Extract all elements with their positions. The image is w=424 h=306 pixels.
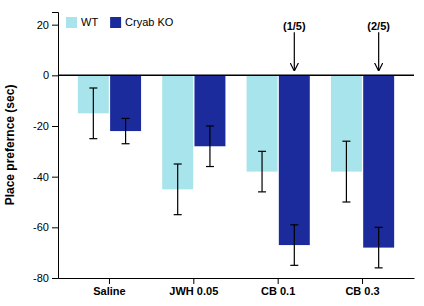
error-bar bbox=[174, 164, 182, 215]
error-bars bbox=[122, 118, 383, 267]
error-bar bbox=[122, 118, 130, 143]
bar-baseline bbox=[58, 75, 414, 77]
error-bars bbox=[89, 88, 350, 215]
y-axis-line bbox=[52, 13, 59, 279]
legend-swatch bbox=[66, 17, 77, 28]
series bbox=[110, 75, 394, 247]
y-tick: 0 bbox=[43, 69, 58, 81]
x-tick-label: Saline bbox=[93, 285, 125, 297]
error-bar-cap bbox=[290, 224, 298, 225]
y-tick-label: -60 bbox=[33, 221, 49, 233]
y-tick: 20 bbox=[37, 19, 58, 31]
error-bar-cap bbox=[122, 118, 130, 119]
error-bar-cap bbox=[375, 227, 383, 228]
y-tick: -20 bbox=[33, 120, 58, 132]
y-tick: -80 bbox=[33, 272, 58, 284]
x-axis: Saline JWH 0.05 CB 0.1 CB 0.3 bbox=[59, 278, 415, 297]
y-axis-title: Place prefernce (sec) bbox=[3, 85, 17, 206]
error-bar bbox=[342, 141, 350, 202]
legend-swatch bbox=[110, 17, 121, 28]
annotation-arrow bbox=[294, 32, 295, 70]
bar bbox=[363, 75, 394, 247]
error-bar-cap bbox=[89, 87, 97, 88]
error-bar-cap bbox=[206, 166, 214, 167]
error-bar bbox=[290, 225, 298, 266]
bar bbox=[279, 75, 310, 245]
error-bar-stem bbox=[93, 88, 94, 139]
error-bar-stem bbox=[209, 126, 210, 167]
x-tick-mark bbox=[362, 278, 363, 284]
y-tick-label: 20 bbox=[37, 19, 49, 31]
x-tick-label: CB 0.1 bbox=[261, 285, 295, 297]
y-tick: -40 bbox=[33, 171, 58, 183]
error-bar-cap bbox=[342, 201, 350, 202]
error-bar-cap bbox=[122, 143, 130, 144]
x-axis-line bbox=[59, 278, 415, 279]
marks bbox=[58, 75, 414, 268]
y-tick-label: -80 bbox=[33, 272, 49, 284]
error-bar-cap bbox=[174, 163, 182, 164]
annotation-text: (2/5) bbox=[367, 20, 390, 32]
error-bar bbox=[375, 227, 383, 268]
x-tick: Saline bbox=[93, 278, 125, 297]
y-tick-label: -20 bbox=[33, 120, 49, 132]
y-tick-label: -40 bbox=[33, 171, 49, 183]
error-bar-cap bbox=[206, 125, 214, 126]
error-bar-cap bbox=[258, 191, 266, 192]
y-tick-mark bbox=[52, 75, 58, 76]
y-tick-label: 0 bbox=[43, 69, 49, 81]
y-tick: -60 bbox=[33, 221, 58, 233]
legend: WT Cryab KO bbox=[66, 16, 174, 28]
x-tick-mark bbox=[278, 278, 279, 284]
error-bar bbox=[89, 88, 97, 139]
error-bar bbox=[258, 151, 266, 192]
x-tick-label: CB 0.3 bbox=[345, 285, 379, 297]
x-tick-mark bbox=[193, 278, 194, 284]
legend-item: WT bbox=[66, 16, 98, 28]
x-tick-mark bbox=[109, 278, 110, 284]
y-tick-mark bbox=[52, 278, 58, 279]
error-bar-stem bbox=[261, 151, 262, 192]
error-bar-cap bbox=[290, 265, 298, 266]
plot: -80 -60 -40 -20 0 20 Saline JWH 0.05 CB 0.1 CB 0.… bbox=[3, 13, 415, 297]
error-bar bbox=[206, 126, 214, 167]
x-tick: CB 0.3 bbox=[345, 278, 379, 297]
error-bar-cap bbox=[375, 267, 383, 268]
series bbox=[78, 75, 362, 189]
error-bar-cap bbox=[342, 141, 350, 142]
y-tick-mark bbox=[52, 25, 58, 26]
legend-item: Cryab KO bbox=[110, 16, 174, 28]
error-bar-cap bbox=[174, 214, 182, 215]
chart: -80 -60 -40 -20 0 20 Saline JWH 0.05 CB 0.1 CB 0.… bbox=[0, 0, 424, 306]
annotations: (1/5) (2/5) bbox=[283, 20, 390, 70]
legend-label: Cryab KO bbox=[125, 16, 174, 28]
annotation-arrow bbox=[378, 32, 379, 70]
error-bar-stem bbox=[125, 118, 126, 143]
x-tick-label: JWH 0.05 bbox=[169, 285, 218, 297]
legend-label: WT bbox=[81, 16, 98, 28]
error-bar-stem bbox=[294, 225, 295, 266]
y-axis: -80 -60 -40 -20 0 20 bbox=[33, 13, 58, 285]
y-tick-mark bbox=[52, 177, 58, 178]
y-tick-mark bbox=[52, 126, 58, 127]
error-bar-stem bbox=[378, 227, 379, 268]
annotation-text: (1/5) bbox=[283, 20, 306, 32]
error-bar-cap bbox=[258, 151, 266, 152]
error-bar-stem bbox=[177, 164, 178, 215]
x-tick: CB 0.1 bbox=[261, 278, 295, 297]
error-bar-cap bbox=[89, 138, 97, 139]
error-bar-stem bbox=[346, 141, 347, 202]
x-tick: JWH 0.05 bbox=[169, 278, 218, 297]
y-tick-mark bbox=[52, 227, 58, 228]
